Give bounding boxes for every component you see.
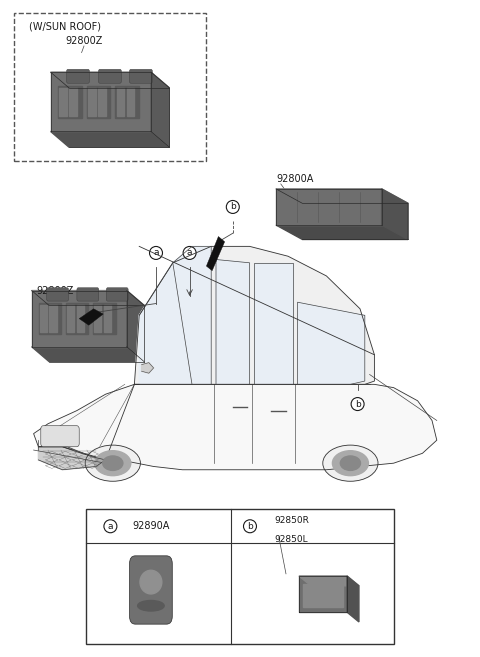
Ellipse shape	[103, 456, 123, 470]
Text: 92890A: 92890A	[132, 521, 169, 532]
Polygon shape	[142, 363, 154, 373]
Text: b: b	[355, 399, 360, 409]
Polygon shape	[51, 131, 169, 147]
Polygon shape	[98, 87, 106, 116]
Polygon shape	[104, 305, 111, 332]
Polygon shape	[139, 246, 211, 384]
Polygon shape	[59, 87, 67, 116]
Polygon shape	[88, 87, 96, 116]
Polygon shape	[70, 87, 77, 116]
FancyBboxPatch shape	[77, 288, 99, 301]
Polygon shape	[51, 72, 169, 88]
Polygon shape	[49, 305, 57, 332]
FancyBboxPatch shape	[130, 69, 153, 83]
Polygon shape	[254, 263, 293, 384]
Text: a: a	[153, 248, 159, 258]
Polygon shape	[216, 260, 250, 384]
Polygon shape	[117, 87, 124, 116]
FancyBboxPatch shape	[106, 288, 128, 301]
Polygon shape	[94, 305, 101, 332]
Polygon shape	[86, 85, 110, 118]
Polygon shape	[32, 347, 144, 361]
Text: 92800A: 92800A	[276, 174, 313, 184]
FancyBboxPatch shape	[130, 556, 172, 624]
Polygon shape	[303, 584, 343, 607]
Polygon shape	[58, 85, 82, 118]
Text: 92850L: 92850L	[274, 535, 308, 545]
Ellipse shape	[138, 600, 164, 611]
Ellipse shape	[95, 451, 131, 476]
Polygon shape	[115, 85, 139, 118]
Polygon shape	[276, 189, 408, 204]
Text: a: a	[108, 522, 113, 531]
Polygon shape	[77, 305, 84, 332]
Polygon shape	[93, 303, 116, 334]
Text: 92800Z: 92800Z	[65, 36, 103, 46]
Text: 92800Z: 92800Z	[36, 286, 73, 296]
FancyBboxPatch shape	[86, 509, 394, 644]
Polygon shape	[347, 576, 359, 622]
Ellipse shape	[340, 456, 360, 470]
Polygon shape	[67, 305, 74, 332]
FancyBboxPatch shape	[41, 426, 79, 447]
Polygon shape	[299, 576, 359, 586]
Polygon shape	[38, 303, 61, 334]
Polygon shape	[298, 302, 365, 384]
FancyBboxPatch shape	[67, 69, 89, 83]
Polygon shape	[38, 447, 106, 470]
Polygon shape	[206, 237, 225, 271]
Polygon shape	[299, 576, 347, 612]
Polygon shape	[151, 72, 169, 147]
Ellipse shape	[85, 445, 140, 481]
Text: 92850R: 92850R	[274, 516, 309, 525]
Polygon shape	[32, 290, 127, 347]
Polygon shape	[276, 225, 408, 239]
Polygon shape	[40, 305, 47, 332]
Polygon shape	[382, 189, 408, 239]
Polygon shape	[34, 384, 437, 470]
Ellipse shape	[332, 451, 369, 476]
Ellipse shape	[140, 570, 162, 594]
Polygon shape	[127, 290, 144, 361]
Polygon shape	[32, 290, 144, 306]
Text: b: b	[247, 522, 253, 531]
Polygon shape	[51, 72, 151, 131]
Polygon shape	[127, 87, 134, 116]
Text: b: b	[230, 202, 236, 212]
Polygon shape	[66, 303, 88, 334]
Polygon shape	[276, 189, 382, 225]
Polygon shape	[134, 246, 374, 384]
Text: (W/SUN ROOF): (W/SUN ROOF)	[29, 21, 101, 31]
FancyBboxPatch shape	[98, 69, 121, 83]
Polygon shape	[79, 309, 103, 325]
Text: a: a	[187, 248, 192, 258]
Ellipse shape	[323, 445, 378, 481]
FancyBboxPatch shape	[47, 288, 69, 301]
